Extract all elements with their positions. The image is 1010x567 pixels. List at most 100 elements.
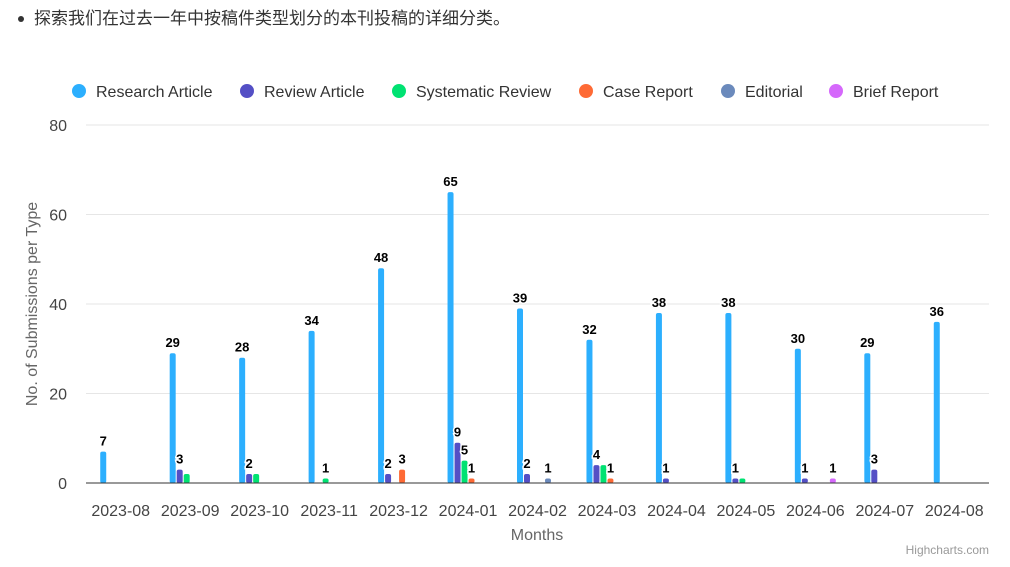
bar-systematic-review[interactable] [183,474,190,483]
x-tick-label: 2024-07 [855,503,914,520]
data-label: 1 [322,461,329,476]
bar-research-article[interactable] [655,312,662,483]
legend-marker-icon [829,84,843,98]
x-tick-label: 2023-11 [300,503,358,520]
y-axis-title: No. of Submissions per Type [24,202,41,406]
legend-label: Review Article [264,84,365,101]
bar-systematic-review[interactable] [253,474,260,483]
bar-research-article[interactable] [864,353,871,483]
data-label: 32 [582,322,596,337]
bar-brief-report[interactable] [829,478,836,483]
legend-marker-icon [721,84,735,98]
intro-bullet: 探索我们在过去一年中按稿件类型划分的本刊投稿的详细分类。 [18,4,510,29]
x-axis: 2023-08 2023-09 2023-10 2023-11 2023-12 2024-… [86,482,989,520]
x-tick-label: 2023-08 [91,503,150,520]
data-label: 65 [443,174,457,189]
bar-systematic-review[interactable] [461,460,468,483]
grid-lines [86,124,989,484]
bar-research-article[interactable] [308,330,315,483]
y-axis: 0 20 40 60 80 [49,118,67,493]
legend-item-review-article[interactable]: Review Article [240,84,365,101]
data-label: 5 [461,443,468,458]
bar-systematic-review[interactable] [739,478,746,483]
data-label: 2 [246,456,253,471]
data-label: 1 [662,461,669,476]
bar-research-article[interactable] [169,353,176,483]
legend-item-research-article[interactable]: Research Article [72,84,213,101]
data-label: 30 [791,331,805,346]
bar-case-report[interactable] [468,478,475,483]
legend-label: Systematic Review [416,84,552,101]
bar-research-article[interactable] [725,312,732,483]
bar-research-article[interactable] [100,451,107,483]
bar-research-article[interactable] [794,348,801,483]
bar-review-article[interactable] [871,469,878,483]
x-tick-label: 2023-09 [161,503,220,520]
x-tick-label: 2023-10 [230,503,289,520]
bar-review-article[interactable] [732,478,739,483]
data-label: 7 [100,434,107,449]
legend-marker-icon [392,84,406,98]
legend-label: Case Report [603,84,693,101]
credits-link[interactable]: Highcharts.com [906,543,989,557]
bullet-dot-icon [18,16,24,22]
bar-systematic-review[interactable] [322,478,329,483]
bar-research-article[interactable] [239,357,246,483]
x-tick-label: 2023-12 [369,503,428,520]
data-label: 39 [513,290,527,305]
legend-label: Editorial [745,84,803,101]
x-tick-label: 2024-08 [925,503,984,520]
x-tick-label: 2024-02 [508,503,567,520]
bar-research-article[interactable] [447,192,454,483]
legend-marker-icon [72,84,86,98]
x-tick-label: 2024-04 [647,503,706,520]
bar-review-article[interactable] [801,478,808,483]
data-label: 29 [165,335,179,350]
data-label: 2 [523,456,530,471]
bar-review-article[interactable] [593,465,600,483]
bar-review-article[interactable] [454,442,461,483]
bar-editorial[interactable] [545,478,551,483]
bar-research-article[interactable] [517,308,523,483]
data-label: 9 [454,425,461,440]
y-tick-label: 0 [58,476,67,493]
bar-review-article[interactable] [662,478,669,483]
bar-systematic-review[interactable] [600,465,607,483]
data-label: 3 [176,452,183,467]
data-label: 2 [384,456,391,471]
intro-text: 探索我们在过去一年中按稿件类型划分的本刊投稿的详细分类。 [34,9,510,29]
legend-item-brief-report[interactable]: Brief Report [829,84,939,101]
data-label: 48 [374,250,388,265]
x-tick-label: 2024-05 [717,503,776,520]
data-label: 1 [544,461,551,476]
legend-marker-icon [579,84,593,98]
bar-research-article[interactable] [378,268,385,483]
legend-item-editorial[interactable]: Editorial [721,84,803,101]
bar-review-article[interactable] [524,474,530,483]
data-label: 3 [398,452,405,467]
bar-review-article[interactable] [246,474,253,483]
x-axis-title: Months [511,527,563,544]
legend-item-systematic-review[interactable]: Systematic Review [392,84,552,101]
bar-review-article[interactable] [385,474,392,483]
bar-case-report[interactable] [607,478,614,483]
legend-marker-icon [240,84,254,98]
x-tick-label: 2024-06 [786,503,845,520]
bar-research-article[interactable] [586,339,593,483]
legend-label: Brief Report [853,84,939,101]
bar-review-article[interactable] [176,469,183,483]
data-label: 38 [652,295,666,310]
data-label: 3 [871,452,878,467]
data-label: 1 [801,461,808,476]
y-tick-label: 20 [49,387,67,404]
data-label: 1 [829,461,836,476]
bars [100,192,940,483]
bar-case-report[interactable] [399,469,406,483]
legend-item-case-report[interactable]: Case Report [579,84,693,101]
data-label: 1 [607,461,614,476]
y-tick-label: 40 [49,297,67,314]
bar-research-article[interactable] [933,321,940,483]
data-label: 29 [860,335,874,350]
y-tick-label: 80 [49,118,67,135]
